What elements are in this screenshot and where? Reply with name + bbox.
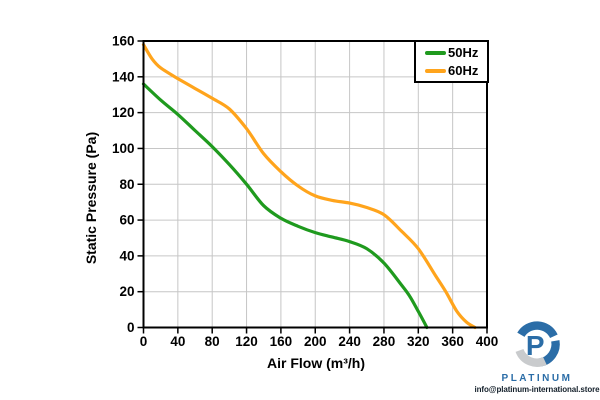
y-tick-label: 40 (119, 248, 134, 263)
x-tick-label: 280 (373, 334, 396, 349)
brand-text: PLATINUM (501, 373, 573, 384)
x-axis-title: Air Flow (m³/h) (267, 355, 365, 371)
x-tick-label: 40 (170, 334, 185, 349)
curve-60Hz (141, 43, 477, 330)
y-tick-label: 60 (119, 213, 134, 228)
y-tick-label: 0 (127, 320, 135, 335)
logo-gray-swoosh (515, 348, 547, 367)
y-axis-title: Static Pressure (Pa) (83, 131, 99, 265)
y-tick-label: 100 (112, 141, 135, 156)
x-tick-label: 160 (270, 334, 293, 349)
curve-50Hz (141, 82, 429, 330)
platinum-logo-icon: P (515, 321, 560, 367)
logo-top-swoosh (517, 321, 558, 339)
x-tick-label: 320 (407, 334, 430, 349)
y-tick-label: 20 (119, 284, 134, 299)
y-tick-label: 120 (112, 105, 135, 120)
y-tick-label: 140 (112, 69, 135, 84)
legend-line-60hz-icon (425, 68, 446, 73)
chart-legend: 50Hz 60Hz (414, 40, 489, 83)
x-tick-label: 240 (338, 334, 361, 349)
x-tick-label: 80 (205, 334, 220, 349)
legend-item-60hz: 60Hz (425, 63, 487, 78)
y-tick-label: 80 (119, 177, 134, 192)
legend-label-60hz: 60Hz (448, 63, 479, 78)
plot-border (142, 40, 488, 329)
email-text: info@platinum-international.store (474, 385, 600, 394)
x-tick-label: 200 (304, 334, 327, 349)
x-tick-label: 0 (140, 334, 148, 349)
x-tick-label: 400 (476, 334, 499, 349)
platinum-watermark: P PLATINUM info@platinum-international.s… (472, 318, 600, 394)
legend-line-50hz-icon (425, 50, 446, 55)
y-tick-label: 160 (112, 34, 135, 49)
legend-item-50hz: 50Hz (425, 45, 487, 60)
x-tick-label: 360 (441, 334, 464, 349)
x-tick-label: 120 (235, 334, 258, 349)
logo-letter-p: P (526, 330, 545, 361)
legend-label-50hz: 50Hz (448, 45, 479, 60)
